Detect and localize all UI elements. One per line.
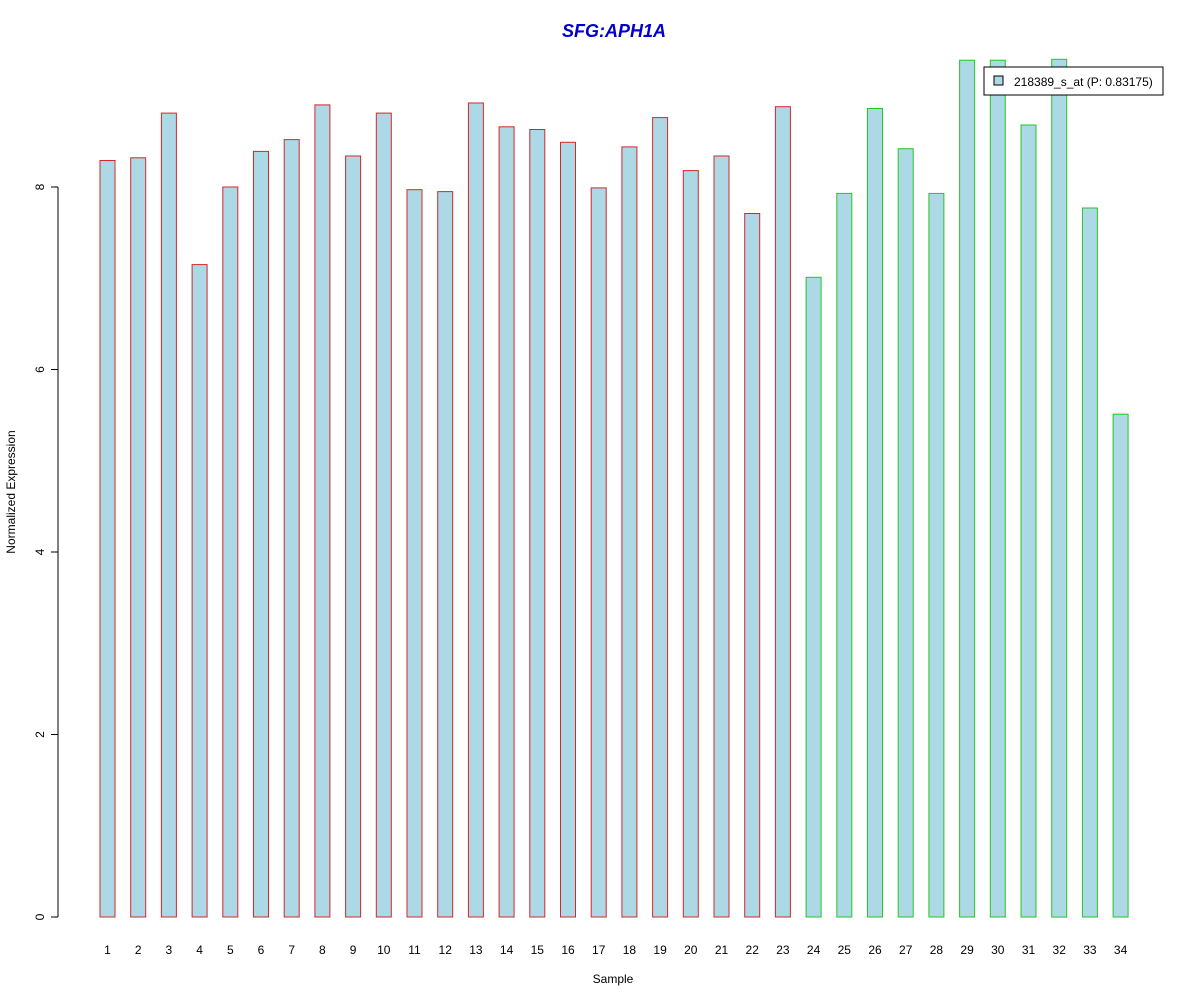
x-axis-title: Sample <box>593 972 634 986</box>
bar-sample-22 <box>744 213 761 918</box>
x-tick-label: 12 <box>439 943 453 957</box>
x-tick-label: 4 <box>196 943 203 957</box>
x-tick-label: 7 <box>288 943 295 957</box>
bar-sample-11 <box>406 189 423 918</box>
bar-sample-24 <box>805 276 822 918</box>
bar-sample-5 <box>222 186 239 918</box>
bar-sample-3 <box>160 112 177 918</box>
x-tick-label: 29 <box>960 943 974 957</box>
x-axis-labels: 1 2 3 4 5 6 7 8 9 10 11 12 13 14 15 16 17 18 19 20 21 22 23 24 2… <box>104 943 1127 957</box>
legend-box <box>983 66 1164 96</box>
x-tick-label: 9 <box>350 943 357 957</box>
x-tick-label: 26 <box>868 943 882 957</box>
x-tick-label: 3 <box>166 943 173 957</box>
bar-sample-2 <box>130 157 147 918</box>
legend: 218389_s_at (P: 0.83175) <box>983 66 1164 96</box>
bar-sample-32 <box>1051 58 1068 918</box>
y-tick-label: 8 <box>33 183 47 190</box>
bar-sample-13 <box>467 102 484 918</box>
y-tick-label: 4 <box>33 548 47 555</box>
bars-group <box>99 58 1129 918</box>
bar-sample-16 <box>560 141 576 918</box>
x-tick-label: 27 <box>899 943 913 957</box>
bar-sample-8 <box>314 104 331 918</box>
bar-sample-14 <box>498 126 515 918</box>
bar-sample-21 <box>713 155 730 918</box>
x-tick-label: 34 <box>1114 943 1128 957</box>
bar-sample-1 <box>99 160 116 918</box>
y-tick-label: 0 <box>33 913 47 920</box>
x-tick-label: 33 <box>1083 943 1097 957</box>
bar-sample-34 <box>1112 413 1129 918</box>
x-tick-label: 31 <box>1022 943 1036 957</box>
bar-sample-23 <box>774 106 791 918</box>
legend-label: 218389_s_at (P: 0.83175) <box>1014 75 1153 89</box>
x-tick-label: 2 <box>135 943 142 957</box>
chart-title: SFG:APH1A <box>562 21 666 41</box>
y-axis-title: Normalized Expression <box>4 430 18 553</box>
bar-sample-29 <box>959 59 976 918</box>
bar-sample-17 <box>590 187 607 918</box>
bar-sample-27 <box>897 148 914 918</box>
bar-sample-15 <box>529 129 546 918</box>
bar-sample-33 <box>1081 207 1098 918</box>
bar-sample-12 <box>437 191 454 918</box>
x-tick-label: 17 <box>592 943 606 957</box>
x-tick-label: 6 <box>258 943 265 957</box>
bar-sample-6 <box>253 150 269 918</box>
x-tick-label: 16 <box>561 943 575 957</box>
bar-sample-18 <box>621 146 638 918</box>
x-tick-label: 14 <box>500 943 514 957</box>
bar-sample-26 <box>867 108 883 918</box>
legend-swatch <box>993 75 1004 86</box>
bar-sample-30 <box>989 59 1006 918</box>
x-tick-label: 1 <box>104 943 111 957</box>
x-tick-label: 32 <box>1053 943 1067 957</box>
x-tick-label: 5 <box>227 943 234 957</box>
x-tick-label: 15 <box>531 943 545 957</box>
x-tick-label: 22 <box>746 943 760 957</box>
x-tick-label: 25 <box>838 943 852 957</box>
x-tick-label: 8 <box>319 943 326 957</box>
bar-sample-28 <box>928 192 945 918</box>
x-tick-label: 19 <box>653 943 667 957</box>
y-axis: 0 2 4 6 8 <box>33 183 59 920</box>
bar-sample-4 <box>191 264 208 918</box>
bar-sample-25 <box>836 192 853 918</box>
x-tick-label: 23 <box>776 943 790 957</box>
y-tick-label: 6 <box>33 366 47 373</box>
x-tick-label: 28 <box>930 943 944 957</box>
bar-sample-7 <box>283 139 300 918</box>
bar-sample-10 <box>375 112 392 918</box>
y-tick-label: 2 <box>33 731 47 738</box>
bar-sample-9 <box>345 155 362 918</box>
x-tick-label: 13 <box>469 943 483 957</box>
x-tick-label: 24 <box>807 943 821 957</box>
x-tick-label: 20 <box>684 943 698 957</box>
x-tick-label: 30 <box>991 943 1005 957</box>
bar-sample-20 <box>682 170 699 918</box>
bar-sample-31 <box>1020 124 1037 918</box>
x-tick-label: 21 <box>715 943 729 957</box>
x-tick-label: 11 <box>408 943 421 957</box>
bar-sample-19 <box>652 117 669 918</box>
x-tick-label: 18 <box>623 943 637 957</box>
x-tick-label: 10 <box>377 943 391 957</box>
